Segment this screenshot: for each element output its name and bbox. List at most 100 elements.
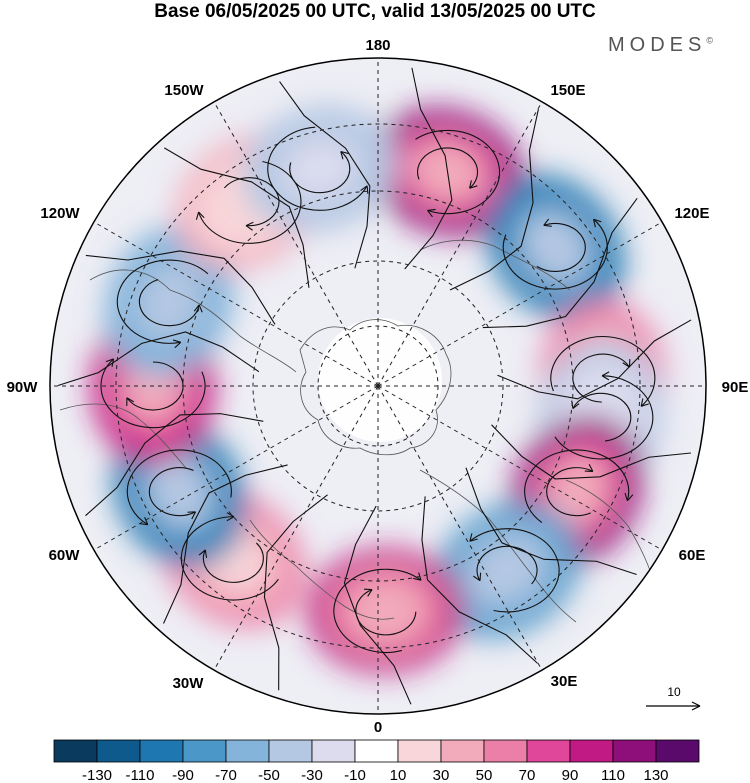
streamline	[163, 147, 310, 288]
streamline-arrowhead	[473, 572, 482, 582]
colorbar-swatch	[182, 739, 227, 763]
coastlines	[59, 239, 657, 623]
colorbar-swatch	[96, 739, 141, 763]
meridian-line	[213, 101, 379, 387]
streamline-arrowhead	[593, 218, 602, 228]
latitude-circle	[115, 123, 641, 649]
streamline	[126, 449, 232, 526]
meridian-line	[93, 221, 379, 387]
streamline	[267, 126, 368, 211]
colorbar-swatch	[569, 739, 614, 763]
colorbar-swatch	[655, 739, 700, 763]
streamline	[491, 424, 691, 480]
colorbar-tick-label: 110	[601, 767, 625, 783]
streamline-arrowhead	[340, 150, 349, 160]
streamline	[138, 278, 200, 327]
streamline	[180, 516, 279, 601]
graticule	[50, 58, 706, 714]
streamline-arrowhead	[126, 397, 135, 406]
meridian-line	[93, 385, 379, 551]
streamline-arrowhead	[360, 185, 369, 194]
colorbar-swatch	[268, 739, 313, 763]
streamline	[572, 392, 632, 442]
lon-label-150w: 150W	[164, 82, 204, 99]
colorbar-tick-label: 70	[519, 767, 536, 783]
streamline-arrowhead	[187, 511, 197, 520]
streamline	[416, 147, 479, 189]
streamline	[148, 467, 196, 517]
lon-label-150e: 150E	[550, 82, 585, 99]
modes-logo: MODES©	[608, 34, 713, 57]
latitude-circle	[252, 260, 504, 512]
lon-label-90w: 90W	[7, 379, 39, 396]
streamline-arrowhead	[198, 549, 208, 558]
colorbar-tick-label: -50	[258, 767, 280, 783]
streamline-arrowhead	[195, 211, 205, 220]
lon-label-30e: 30E	[551, 673, 578, 690]
meridian-line	[377, 101, 543, 387]
streamline-arrowhead	[640, 398, 649, 407]
streamline	[502, 218, 608, 290]
streamline-arrowhead	[427, 208, 436, 218]
streamline	[404, 67, 453, 270]
lon-label-60w: 60W	[49, 547, 81, 564]
colorbar-tick-label: -130	[82, 767, 112, 783]
streamline	[343, 505, 412, 705]
colorbar-swatch	[53, 739, 98, 763]
lon-label-60e: 60E	[679, 547, 706, 564]
anomaly-blob	[347, 580, 424, 641]
colorbar-swatch	[483, 739, 528, 763]
colorbar-swatch	[397, 739, 442, 763]
streamline-arrowhead	[469, 533, 478, 542]
anomaly-blob	[138, 264, 201, 339]
streamline	[550, 336, 656, 407]
map-title: Base 06/05/2025 00 UTC, valid 13/05/2025…	[154, 1, 596, 22]
streamline-arrowhead	[226, 512, 235, 522]
colorbar-tick-label: 50	[476, 767, 493, 783]
streamline	[263, 494, 328, 691]
anomaly-blob	[544, 455, 609, 529]
map-boundary	[49, 57, 707, 715]
meridian-line	[377, 221, 663, 387]
colorbar-tick-label: 10	[390, 767, 407, 783]
colorbar-swatch	[225, 739, 270, 763]
streamline-arrowhead	[413, 572, 422, 581]
streamline-arrowhead	[193, 304, 203, 313]
streamline	[57, 331, 260, 387]
colorbar-tick-label: 130	[643, 767, 668, 783]
colorbar-swatch	[440, 739, 485, 763]
streamline	[536, 222, 586, 272]
lon-label-180: 180	[365, 37, 390, 54]
streamline	[126, 361, 184, 411]
colorbar-swatch	[354, 739, 399, 763]
streamline-arrowhead	[172, 339, 182, 349]
colorbar-swatch	[311, 739, 356, 763]
colorbar-tick-label: -70	[215, 767, 237, 783]
streamline	[163, 464, 288, 624]
colorbar-swatch	[139, 739, 184, 763]
meridian-line	[377, 385, 543, 671]
streamline-arrowhead	[469, 180, 478, 189]
streamline	[465, 467, 637, 575]
colorbar-tick-label: -10	[344, 767, 366, 783]
streamline	[202, 542, 264, 583]
streamline	[100, 358, 206, 429]
anomaly-blob	[522, 212, 589, 283]
streamline	[289, 151, 351, 194]
streamline	[198, 160, 302, 244]
streamline-arrowhead	[363, 588, 373, 597]
reference-arrow-icon	[646, 701, 701, 711]
streamline	[333, 568, 422, 653]
meridian-line	[377, 385, 663, 551]
wind-streamlines	[57, 67, 692, 705]
streamline	[482, 197, 638, 329]
streamline	[554, 375, 654, 460]
streamline	[85, 250, 276, 325]
lon-label-90e: 90E	[722, 379, 749, 396]
colorbar-tick-label: -30	[301, 767, 323, 783]
polar-cap-area	[318, 318, 442, 442]
streamline-arrowhead	[543, 218, 552, 227]
brand-text: MODES	[608, 34, 707, 56]
